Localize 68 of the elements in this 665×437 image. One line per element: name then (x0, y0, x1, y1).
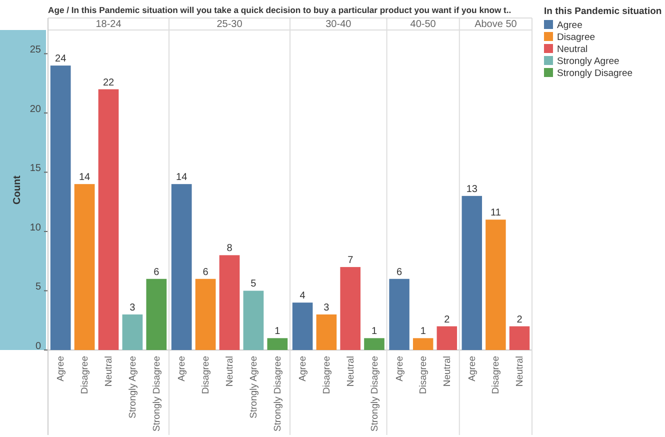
data-label: 6 (202, 266, 209, 278)
data-label: 3 (324, 302, 330, 314)
data-label: 4 (300, 290, 306, 302)
x-tick-label: Neutral (104, 356, 114, 387)
bar (316, 314, 337, 350)
x-tick-label: Neutral (514, 356, 526, 387)
legend-title: In this Pandemic situation (544, 6, 662, 17)
x-tick-label: Disagree (200, 356, 212, 394)
data-label: 24 (55, 54, 67, 65)
data-label: 14 (78, 172, 91, 184)
bar (364, 338, 384, 350)
data-label: 13 (466, 184, 478, 195)
y-tick-label: 0 (35, 341, 42, 352)
data-label: 22 (102, 77, 114, 88)
bar (292, 302, 313, 350)
data-label: 8 (226, 243, 233, 254)
chart-title: Above 50 (474, 19, 518, 30)
x-tick-label: Strongly Disagree (369, 356, 380, 432)
bar (219, 255, 240, 350)
bar (171, 184, 192, 350)
text: Age / In this Pandemic situation will you take a quick decision to buy a particular product you want if you know t.. (48, 5, 512, 15)
data-label: 6 (396, 266, 403, 278)
x-tick-label: Agree (176, 356, 188, 382)
category-label: Neutral (557, 44, 588, 55)
data-label: 5 (250, 278, 257, 290)
x-tick-label: Strongly Agree (127, 356, 138, 418)
data-label: 2 (516, 314, 523, 326)
bar (340, 267, 361, 350)
bar (195, 278, 216, 350)
y-tick-label: 10 (30, 222, 42, 234)
bar (267, 338, 288, 350)
chart-title: 25-30 (216, 19, 243, 30)
category-label: Agree (557, 20, 582, 31)
data-label: 7 (348, 255, 354, 266)
chart-title: 40-50 (410, 19, 436, 30)
category-label: Strongly Agree (557, 56, 620, 67)
x-tick-label: Neutral (224, 356, 236, 387)
x-tick-label: Agree (298, 356, 309, 382)
y-tick-label: 25 (30, 44, 42, 56)
data-label: 14 (176, 172, 188, 184)
data-label: 6 (154, 266, 160, 278)
y-tick-label: 15 (30, 163, 42, 174)
x-tick-label: Neutral (345, 356, 356, 387)
data-label: 1 (274, 326, 281, 338)
x-tick-label: Agree (466, 356, 478, 382)
y-axis-title: Count (12, 174, 23, 204)
x-tick-label: Agree (394, 356, 406, 382)
category-label: Disagree (557, 32, 596, 43)
x-tick-label: Disagree (490, 356, 502, 394)
x-tick-label: Disagree (418, 356, 430, 394)
data-label: 1 (371, 326, 378, 338)
data-label: 2 (444, 314, 450, 326)
bar (243, 290, 264, 350)
y-tick-label: 5 (35, 282, 42, 293)
data-label: 3 (130, 302, 136, 314)
data-label: 1 (420, 326, 426, 338)
category-label: Strongly Disagree (557, 68, 633, 79)
x-tick-label: Disagree (80, 356, 91, 394)
x-tick-label: Strongly Agree (248, 356, 260, 418)
x-tick-label: Neutral (442, 356, 453, 387)
data-label: 11 (490, 208, 502, 219)
x-tick-label: Disagree (321, 356, 332, 394)
chart-title: 30-40 (326, 19, 352, 30)
y-tick-label: 20 (30, 104, 42, 115)
x-tick-label: Agree (56, 356, 67, 382)
x-tick-label: Strongly Disagree (151, 356, 162, 432)
x-tick-label: Strongly Disagree (272, 356, 284, 432)
chart-title: 18-24 (96, 19, 122, 30)
